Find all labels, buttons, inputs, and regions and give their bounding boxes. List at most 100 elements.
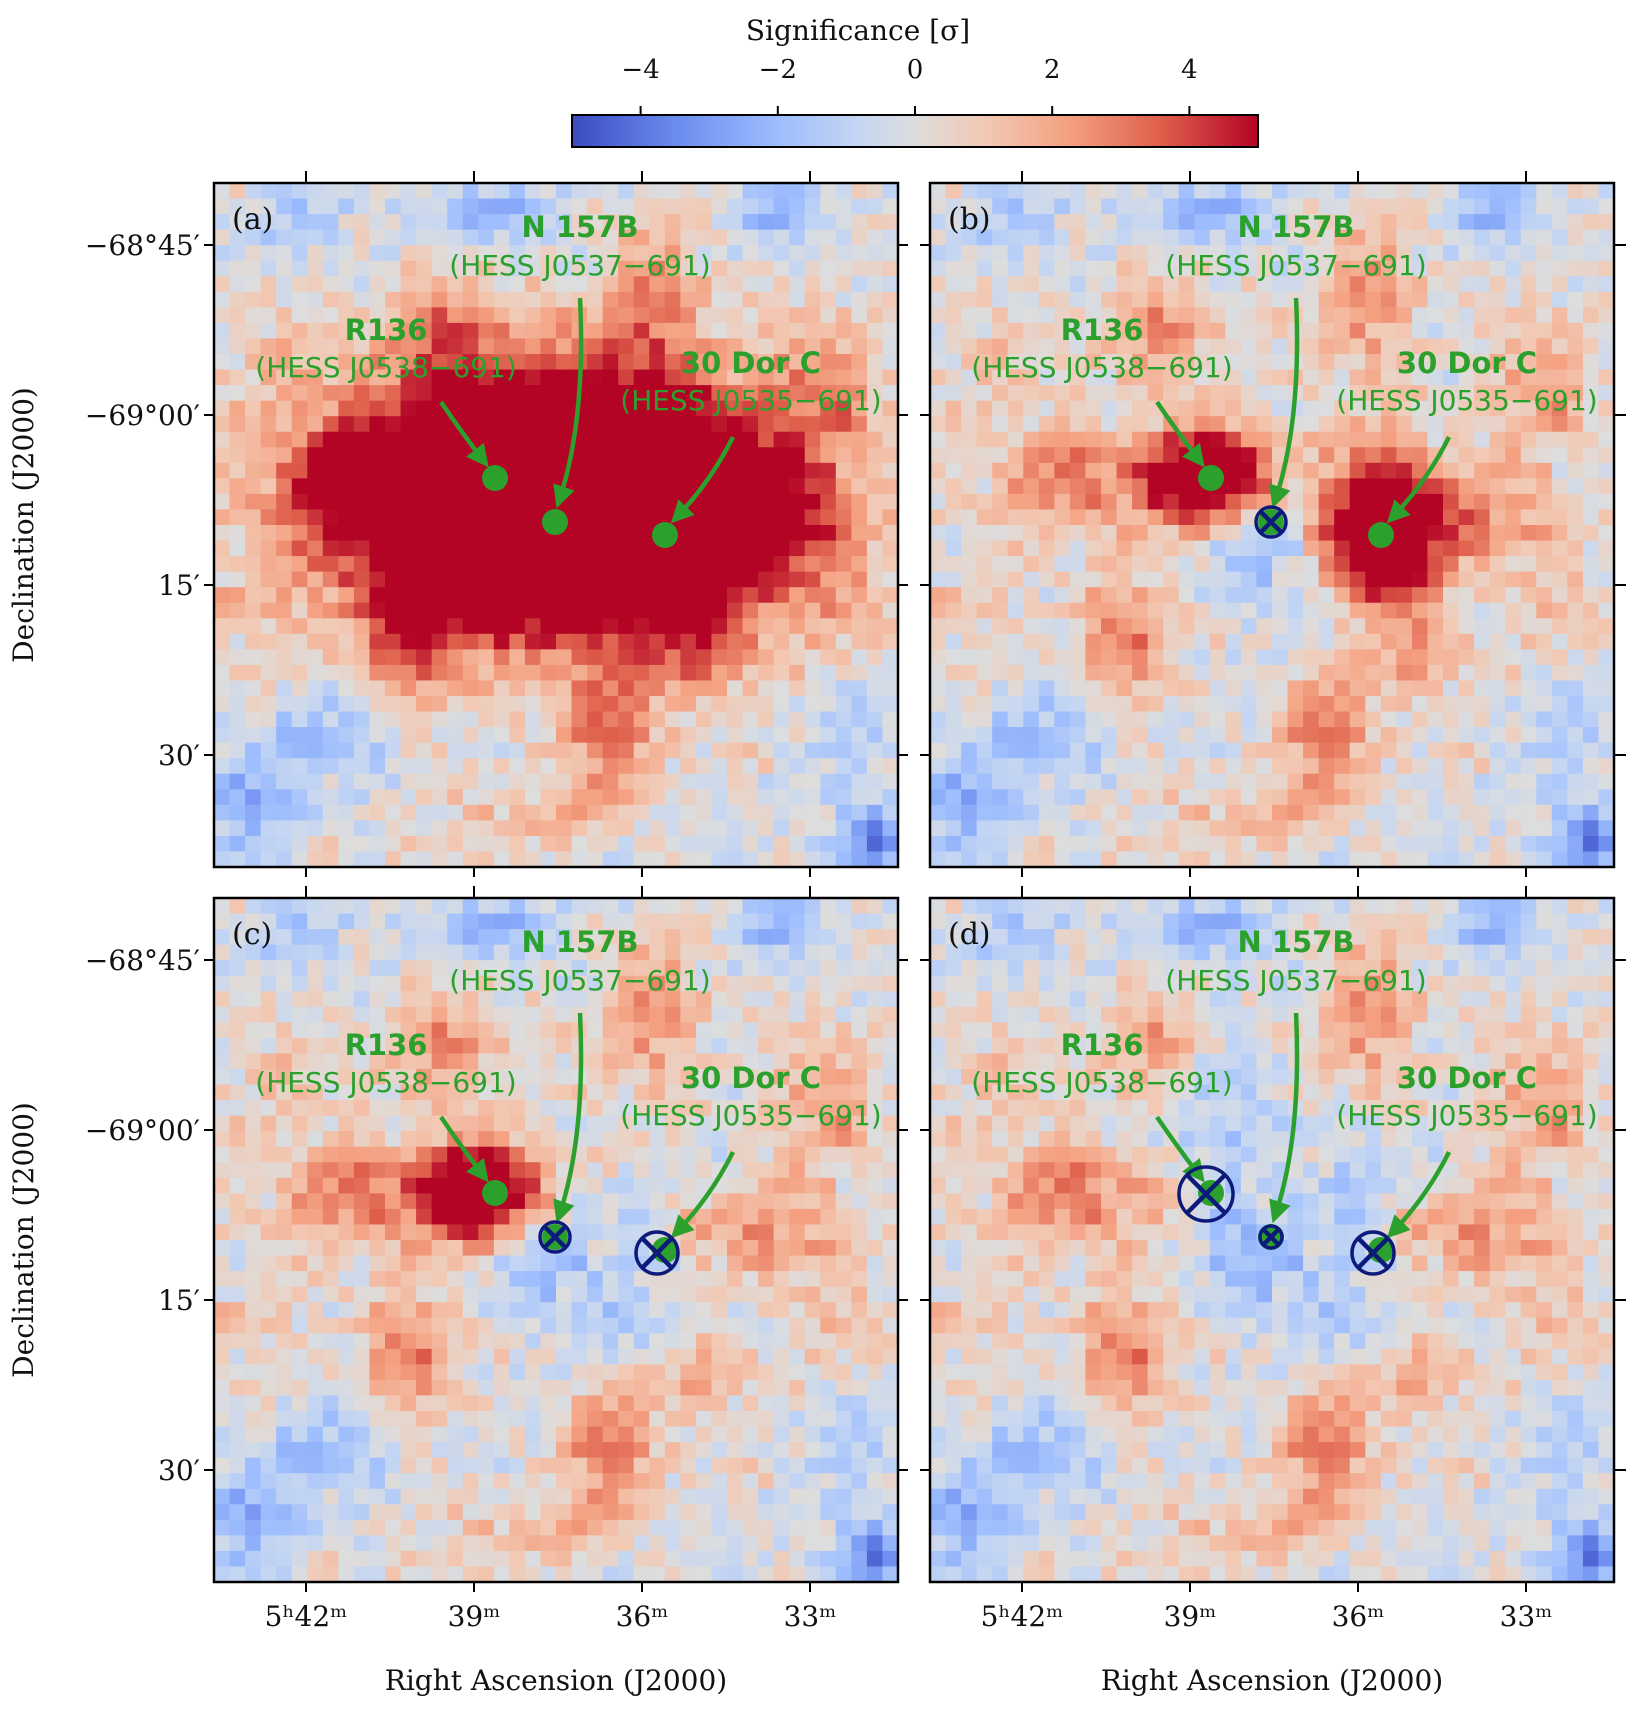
heatmap-cell bbox=[1132, 447, 1149, 464]
heatmap-cell bbox=[353, 960, 371, 977]
heatmap-cell bbox=[1163, 291, 1180, 308]
heatmap-cell bbox=[338, 1550, 355, 1568]
heatmap-cell bbox=[727, 664, 744, 682]
heatmap-cell bbox=[369, 525, 386, 542]
heatmap-cell bbox=[976, 478, 993, 495]
heatmap-cell bbox=[820, 540, 837, 557]
heatmap-cell bbox=[1396, 587, 1413, 604]
heatmap-cell bbox=[618, 400, 635, 417]
heatmap-cell bbox=[804, 338, 821, 355]
heatmap-cell bbox=[1551, 276, 1568, 293]
heatmap-cell bbox=[649, 478, 666, 495]
heatmap-cell bbox=[369, 587, 386, 604]
heatmap-cell bbox=[758, 540, 775, 557]
heatmap-cell bbox=[851, 773, 868, 790]
heatmap-cell bbox=[1038, 276, 1055, 293]
heatmap-cell bbox=[1474, 804, 1491, 821]
heatmap-cell bbox=[1598, 400, 1614, 417]
heatmap-cell bbox=[882, 835, 898, 853]
heatmap-c bbox=[214, 898, 898, 1582]
heatmap-cell bbox=[882, 773, 898, 790]
heatmap-cell bbox=[992, 633, 1009, 650]
heatmap-cell bbox=[245, 1535, 262, 1552]
heatmap-cell bbox=[1582, 276, 1600, 293]
heatmap-cell bbox=[930, 369, 947, 386]
heatmap-cell bbox=[369, 338, 386, 355]
heatmap-cell bbox=[633, 633, 650, 650]
heatmap-cell bbox=[1365, 618, 1382, 635]
heatmap-cell bbox=[1334, 198, 1351, 215]
heatmap-cell bbox=[976, 851, 993, 867]
heatmap-cell bbox=[618, 291, 635, 308]
heatmap-cell bbox=[664, 229, 681, 246]
heatmap-cell bbox=[291, 1084, 308, 1101]
heatmap-cell bbox=[804, 525, 821, 542]
heatmap-cell bbox=[1147, 851, 1164, 867]
heatmap-cell bbox=[1318, 540, 1335, 557]
heatmap-cell bbox=[649, 400, 666, 417]
heatmap-cell bbox=[509, 649, 526, 666]
heatmap-cell bbox=[773, 742, 790, 759]
heatmap-cell bbox=[540, 835, 557, 853]
heatmap-cell bbox=[291, 1550, 308, 1568]
heatmap-cell bbox=[587, 462, 604, 479]
heatmap-cell bbox=[851, 385, 868, 402]
heatmap-cell bbox=[851, 214, 868, 231]
heatmap-cell bbox=[1101, 711, 1118, 728]
heatmap-cell bbox=[431, 276, 448, 293]
heatmap-cell bbox=[1256, 602, 1273, 619]
heatmap-cell bbox=[462, 929, 479, 946]
heatmap-cell bbox=[353, 416, 371, 433]
heatmap-cell bbox=[509, 913, 526, 930]
heatmap-cell bbox=[276, 214, 293, 231]
heatmap-cell bbox=[1023, 307, 1040, 324]
heatmap-cell bbox=[214, 556, 231, 573]
heatmap-cell bbox=[1163, 478, 1180, 495]
heatmap-cell bbox=[400, 742, 417, 759]
heatmap-cell bbox=[276, 1115, 293, 1132]
heatmap-cell bbox=[353, 1037, 371, 1055]
heatmap-cell bbox=[571, 1208, 588, 1226]
heatmap-cell bbox=[851, 680, 868, 697]
heatmap-cell bbox=[945, 183, 962, 200]
heatmap-cell bbox=[338, 649, 355, 666]
heatmap-cell bbox=[431, 322, 448, 340]
heatmap-cell bbox=[1365, 416, 1382, 433]
heatmap-cell bbox=[727, 291, 744, 308]
heatmap-cell bbox=[695, 540, 713, 557]
heatmap-cell bbox=[260, 1302, 277, 1319]
heatmap-cell bbox=[416, 587, 433, 604]
heatmap-cell bbox=[1349, 462, 1366, 479]
heatmap-cell bbox=[742, 820, 759, 837]
heatmap-cell bbox=[400, 1566, 417, 1582]
heatmap-cell bbox=[1194, 431, 1211, 448]
heatmap-cell bbox=[1349, 493, 1366, 511]
heatmap-cell bbox=[322, 509, 339, 526]
heatmap-cell bbox=[742, 447, 759, 464]
heatmap-cell bbox=[804, 183, 821, 200]
heatmap-cell bbox=[307, 1224, 324, 1241]
heatmap-cell bbox=[416, 338, 433, 355]
heatmap-cell bbox=[322, 835, 339, 853]
heatmap-cell bbox=[945, 587, 962, 604]
heatmap-cell bbox=[462, 975, 479, 992]
heatmap-cell bbox=[353, 1550, 371, 1568]
heatmap-cell bbox=[1163, 369, 1180, 386]
heatmap-cell bbox=[649, 727, 666, 744]
heatmap-cell bbox=[820, 400, 837, 417]
heatmap-cell bbox=[385, 1317, 402, 1334]
heatmap-cell bbox=[820, 742, 837, 759]
heatmap-cell bbox=[1147, 276, 1164, 293]
heatmap-cell bbox=[431, 773, 448, 790]
heatmap-cell bbox=[1007, 618, 1024, 635]
heatmap-cell bbox=[820, 571, 837, 588]
heatmap-cell bbox=[930, 245, 947, 262]
heatmap-cell bbox=[1380, 758, 1397, 775]
heatmap-cell bbox=[245, 913, 262, 930]
heatmap-cell bbox=[1194, 245, 1211, 262]
heatmap-cell bbox=[711, 571, 728, 588]
heatmap-cell bbox=[1458, 183, 1475, 200]
heatmap-cell bbox=[416, 602, 433, 619]
heatmap-cell bbox=[260, 1037, 277, 1055]
heatmap-cell bbox=[1101, 649, 1118, 666]
